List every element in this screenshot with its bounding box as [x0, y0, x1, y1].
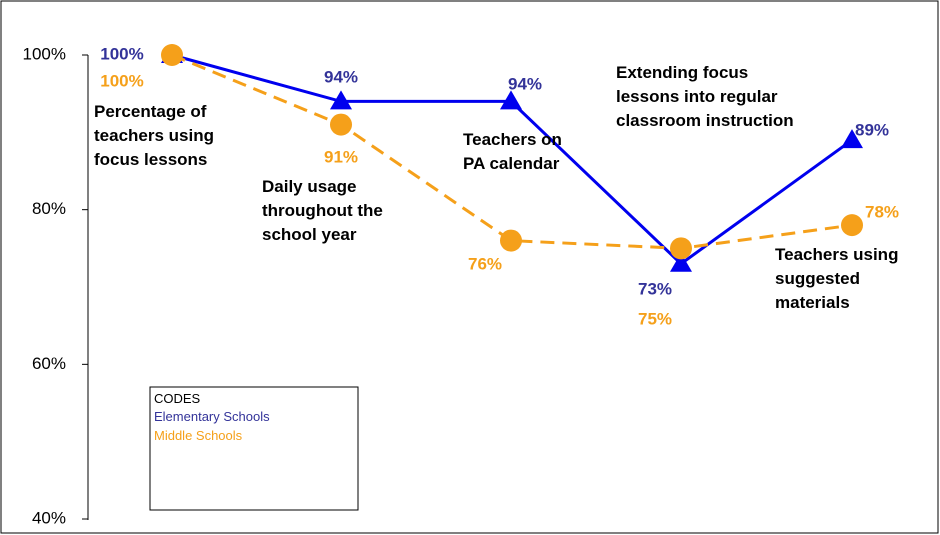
marker [841, 129, 863, 149]
marker [841, 214, 863, 237]
category-label: Teachers using suggested materials [775, 245, 899, 312]
legend-title: CODES [154, 391, 201, 406]
legend-entry: Middle Schools [154, 428, 243, 443]
y-tick-label: 80% [32, 199, 66, 218]
value-label: 75% [638, 309, 672, 328]
category-label: Teachers on PA calendar [463, 130, 562, 173]
value-label: 94% [508, 74, 542, 93]
marker [670, 237, 692, 260]
legend-box [149, 386, 359, 511]
value-label: 89% [855, 120, 889, 139]
marker [500, 229, 522, 252]
value-label: 73% [638, 279, 672, 298]
marker [670, 252, 692, 272]
category-label: Daily usage throughout the school year [262, 177, 383, 244]
value-label: 76% [468, 254, 502, 273]
legend-entry: Elementary Schools [154, 409, 270, 424]
y-tick-label: 100% [23, 44, 66, 63]
series-line [171, 53, 853, 250]
value-label: 94% [324, 67, 358, 86]
marker [330, 90, 352, 110]
value-label: 91% [324, 147, 358, 166]
value-label: 100% [100, 71, 143, 90]
category-label: Extending focus lessons into regular cla… [616, 63, 794, 130]
value-label: 78% [865, 202, 899, 221]
y-tick-label: 60% [32, 354, 66, 373]
marker [500, 90, 522, 110]
marker [161, 44, 183, 66]
category-label: Percentage of teachers using focus lesso… [94, 102, 214, 169]
value-label: 100% [100, 44, 143, 63]
marker [330, 113, 352, 136]
y-tick-label: 40% [32, 508, 66, 527]
